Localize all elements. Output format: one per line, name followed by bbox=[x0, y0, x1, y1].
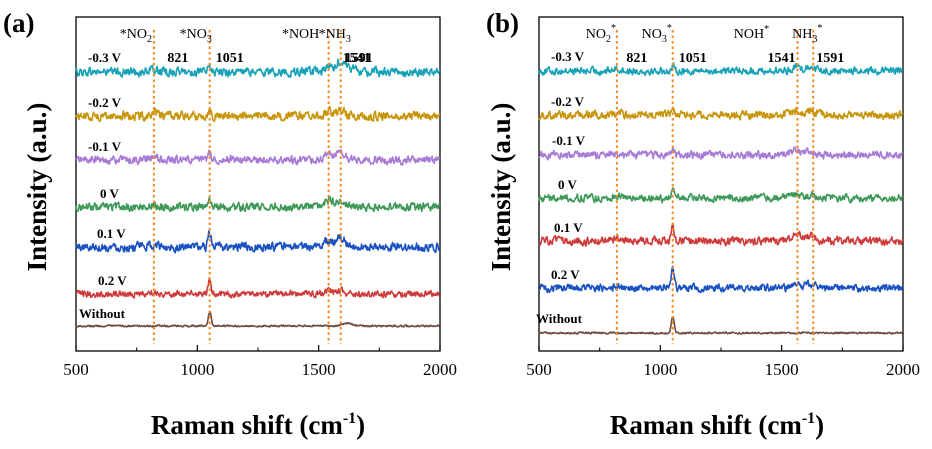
panel-label: (a) bbox=[3, 8, 34, 38]
panel-b: 500 1000 1500 2000 (b) Intensity (a.u.) Raman … bbox=[486, 8, 920, 440]
series-label: -0.2 V bbox=[88, 95, 122, 110]
x-tick-label: 1000 bbox=[180, 360, 214, 379]
series-label: 0.2 V bbox=[98, 273, 127, 288]
spectrum-line bbox=[538, 222, 904, 247]
x-tick-label: 500 bbox=[63, 360, 89, 379]
spectrum-line bbox=[538, 265, 904, 294]
series-label: 0.1 V bbox=[554, 220, 583, 235]
peak-value-label: 821 bbox=[626, 51, 647, 66]
series-label: -0.1 V bbox=[88, 139, 122, 154]
spectrum-line bbox=[75, 106, 441, 123]
x-axis-title: Raman shift (cm-1) bbox=[610, 410, 824, 440]
peak-value-label: 1541 bbox=[767, 51, 795, 66]
series-label: Without bbox=[536, 311, 583, 326]
peak-value-label: 1591 bbox=[816, 51, 844, 66]
x-tick-label: 500 bbox=[526, 360, 552, 379]
peak-name-label: *NOH bbox=[282, 27, 319, 42]
peak-value-label: 1541 bbox=[343, 51, 371, 66]
series-label: 0.1 V bbox=[97, 226, 126, 241]
series-label: -0.3 V bbox=[88, 50, 122, 65]
peak-name-label: *NH3 bbox=[319, 27, 351, 45]
plot-frame bbox=[75, 16, 441, 352]
spectrum-line bbox=[75, 276, 441, 299]
x-tick-label: 2000 bbox=[423, 360, 457, 379]
spectrum-line bbox=[75, 58, 441, 78]
series-label: 0.2 V bbox=[551, 267, 580, 282]
peak-name-label: NH3* bbox=[792, 23, 822, 45]
peak-value-label: 821 bbox=[167, 51, 188, 66]
x-tick-label: 2000 bbox=[886, 360, 920, 379]
x-axis-title: Raman shift (cm-1) bbox=[151, 410, 365, 440]
panel-label: (b) bbox=[486, 8, 519, 38]
spectrum-line bbox=[538, 146, 904, 161]
peak-value-label: 1591 bbox=[345, 51, 373, 66]
x-tick-label: 1000 bbox=[643, 360, 677, 379]
spectrum-line bbox=[538, 187, 904, 204]
peak-name-label: *NO3 bbox=[180, 27, 212, 45]
spectrum-line bbox=[538, 62, 904, 77]
x-tick-label: 1500 bbox=[302, 360, 336, 379]
peak-name-label: NO3* bbox=[642, 23, 672, 45]
peak-name-label: NO2* bbox=[586, 23, 616, 45]
spectrum-line bbox=[75, 196, 441, 213]
series-label: Without bbox=[79, 306, 126, 321]
series-label: 0 V bbox=[558, 177, 578, 192]
spectrum-line bbox=[538, 106, 904, 121]
series-label: -0.2 V bbox=[551, 94, 585, 109]
spectrum-line bbox=[538, 316, 904, 335]
y-axis-title: Intensity (a.u.) bbox=[486, 103, 516, 272]
series-label: -0.3 V bbox=[551, 49, 585, 64]
y-axis-title: Intensity (a.u.) bbox=[22, 103, 52, 272]
peak-value-label: 1051 bbox=[216, 51, 244, 66]
series-label: -0.1 V bbox=[552, 133, 586, 148]
x-tick-label: 1500 bbox=[765, 360, 799, 379]
peak-value-label: 1051 bbox=[679, 51, 707, 66]
peak-name-label: *NO2 bbox=[120, 27, 152, 45]
spectrum-line bbox=[75, 311, 441, 328]
peak-name-label: NOH* bbox=[734, 24, 769, 42]
spectrum-line bbox=[75, 230, 441, 254]
panel-a: 500 1000 1500 2000 (a) Intensity (a.u.) Raman … bbox=[3, 8, 457, 440]
series-label: 0 V bbox=[100, 186, 120, 201]
spectrum-line bbox=[75, 149, 441, 166]
